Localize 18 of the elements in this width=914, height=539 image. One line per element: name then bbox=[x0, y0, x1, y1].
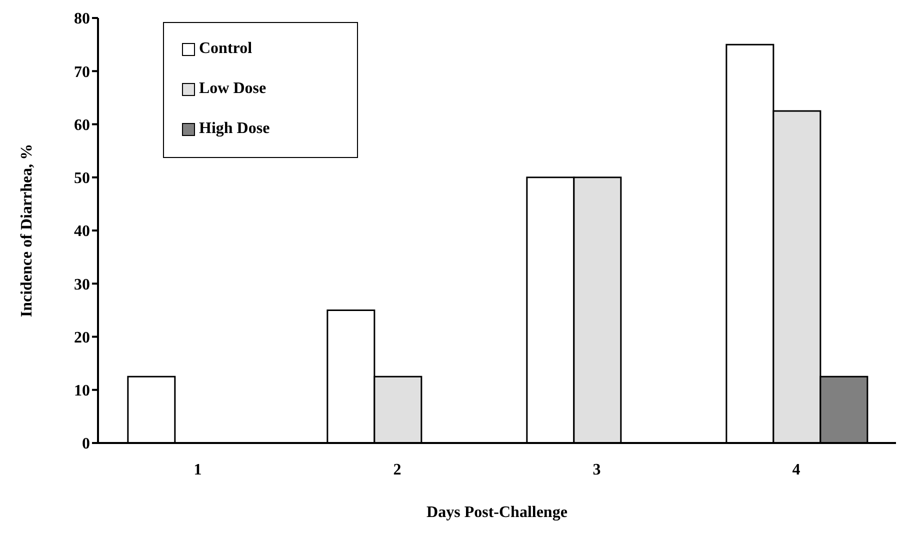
x-tick-label: 1 bbox=[194, 461, 202, 478]
x-axis-title: Days Post-Challenge bbox=[426, 504, 568, 521]
legend-label: Low Dose bbox=[199, 80, 266, 98]
y-tick-label: 50 bbox=[74, 170, 90, 188]
x-tick-label: 3 bbox=[592, 461, 601, 478]
y-axis-title: Incidence of Diarrhea, % bbox=[18, 144, 36, 318]
legend-label: Control bbox=[199, 40, 252, 58]
y-tick-label: 80 bbox=[74, 10, 90, 28]
y-tick-label: 70 bbox=[74, 64, 90, 81]
legend-label: High Dose bbox=[199, 120, 270, 138]
x-tick-label: 4 bbox=[792, 461, 800, 478]
y-tick-label: 0 bbox=[82, 436, 90, 453]
y-tick-label: 30 bbox=[74, 276, 90, 294]
y-tick-label: 10 bbox=[74, 382, 90, 400]
x-tick-label: 2 bbox=[393, 461, 402, 478]
y-tick-label: 20 bbox=[74, 329, 90, 346]
y-tick-label: 60 bbox=[74, 116, 90, 134]
y-tick-label: 40 bbox=[74, 223, 90, 240]
